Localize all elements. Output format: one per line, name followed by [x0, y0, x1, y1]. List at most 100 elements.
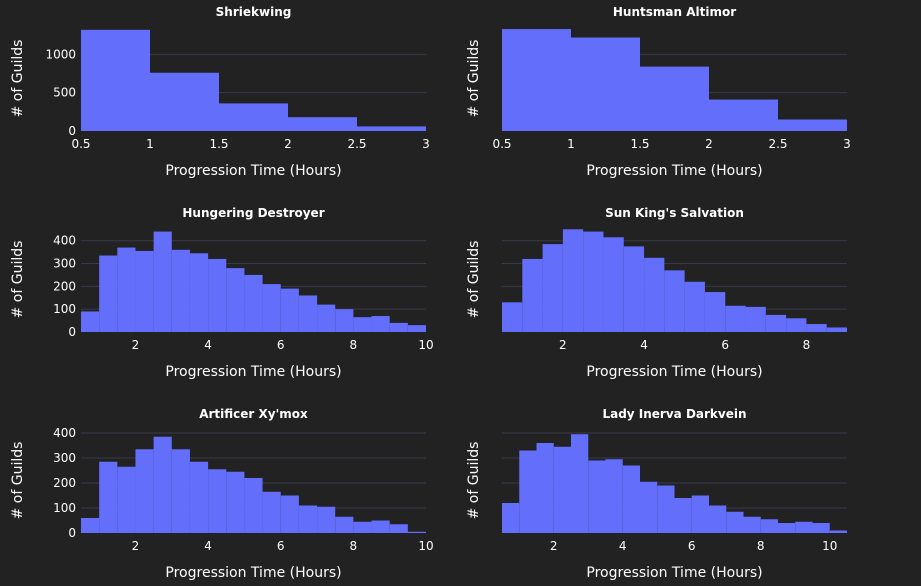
x-tick-label: 2 — [132, 539, 140, 553]
bar — [778, 523, 796, 533]
bar — [298, 295, 318, 332]
y-axis-label: # of Guilds — [10, 40, 26, 118]
bar — [353, 317, 372, 332]
bar — [288, 117, 357, 131]
y-tick-label: 0 — [68, 526, 76, 540]
bar — [664, 270, 685, 332]
x-tick-label: 1.5 — [630, 137, 649, 151]
bar — [219, 103, 288, 131]
y-axis-label: # of Guilds — [10, 241, 26, 319]
bar — [389, 322, 408, 332]
bar — [99, 461, 118, 533]
bar — [726, 511, 744, 533]
bar — [171, 249, 190, 332]
bar — [135, 250, 154, 332]
chart-panel-6: Lady Inerva Darkvein 2 4 6 8 10 Progression Ti… — [466, 407, 847, 581]
bar — [357, 126, 426, 131]
bar — [117, 247, 136, 332]
x-tick-label: 4 — [204, 338, 212, 352]
x-axis-label: Progression Time (Hours) — [586, 364, 762, 380]
bar — [502, 29, 571, 132]
chart-title: Lady Inerva Darkvein — [602, 407, 746, 421]
x-tick-label: 2 — [284, 137, 292, 151]
x-tick-label: 2 — [705, 137, 713, 151]
x-axis-label: Progression Time (Hours) — [165, 163, 341, 179]
y-axis-label: # of Guilds — [10, 442, 26, 520]
bar — [542, 244, 563, 332]
bar — [603, 237, 624, 332]
bar — [826, 327, 847, 332]
bar — [553, 446, 571, 533]
bar — [81, 518, 100, 533]
x-tick-label: 4 — [204, 539, 212, 553]
bar — [644, 257, 665, 332]
y-tick-label: 400 — [53, 426, 76, 440]
bar — [562, 229, 584, 332]
bar — [353, 521, 372, 533]
x-tick-label: 6 — [721, 338, 729, 352]
x-tick-label: 6 — [277, 539, 285, 553]
bar — [117, 466, 136, 533]
y-tick-label: 400 — [53, 234, 76, 248]
bar — [208, 258, 227, 332]
chart-title: Hungering Destroyer — [182, 206, 324, 220]
bar — [583, 231, 604, 332]
x-axis-label: Progression Time (Hours) — [586, 163, 762, 179]
bar — [335, 309, 354, 332]
bar — [150, 72, 219, 131]
bar — [298, 505, 318, 533]
bar — [226, 471, 245, 533]
x-tick-label: 2 — [559, 338, 567, 352]
bar — [189, 253, 209, 332]
bar — [522, 258, 543, 332]
x-tick-label: 0.5 — [492, 137, 511, 151]
bar — [588, 460, 606, 533]
y-axis-label: # of Guilds — [466, 40, 482, 118]
x-tick-label: 1 — [567, 137, 575, 151]
bar — [765, 314, 787, 332]
bar — [725, 305, 746, 332]
chart-panel-2: Huntsman Altimor 0.5 1 1.5 2 2.5 3 Progression … — [466, 5, 851, 179]
x-tick-label: 1 — [146, 137, 154, 151]
bar — [153, 436, 172, 533]
x-tick-label: 8 — [350, 539, 358, 553]
bar — [674, 498, 692, 533]
x-axis-label: Progression Time (Hours) — [165, 364, 341, 380]
y-axis-label: # of Guilds — [466, 241, 482, 319]
bar — [519, 450, 537, 533]
bar — [786, 318, 807, 332]
x-tick-label: 8 — [757, 539, 765, 553]
y-tick-label: 100 — [53, 501, 76, 515]
bar — [262, 284, 281, 332]
bar — [81, 311, 100, 332]
x-tick-label: 10 — [418, 539, 433, 553]
y-tick-label: 300 — [53, 451, 76, 465]
bar — [280, 495, 299, 533]
bar — [605, 459, 623, 533]
x-tick-label: 8 — [350, 338, 358, 352]
bar — [622, 465, 640, 533]
bar — [407, 531, 426, 533]
x-tick-label: 4 — [619, 539, 627, 553]
bar — [371, 316, 390, 332]
chart-title: Artificer Xy'mox — [199, 407, 308, 421]
bar — [778, 119, 847, 131]
bar — [502, 503, 520, 533]
x-axis-label: Progression Time (Hours) — [165, 565, 341, 581]
bar — [208, 469, 227, 533]
bar — [806, 324, 827, 332]
bar — [189, 461, 209, 533]
bar — [657, 485, 675, 533]
x-tick-label: 6 — [688, 539, 696, 553]
y-tick-label: 0 — [68, 325, 76, 339]
y-tick-label: 200 — [53, 279, 76, 293]
bar — [684, 281, 705, 332]
bar — [280, 288, 299, 332]
x-tick-label: 2 — [550, 539, 558, 553]
bar — [317, 304, 336, 332]
bar — [640, 481, 658, 533]
bar — [709, 505, 727, 533]
bar — [244, 274, 263, 332]
